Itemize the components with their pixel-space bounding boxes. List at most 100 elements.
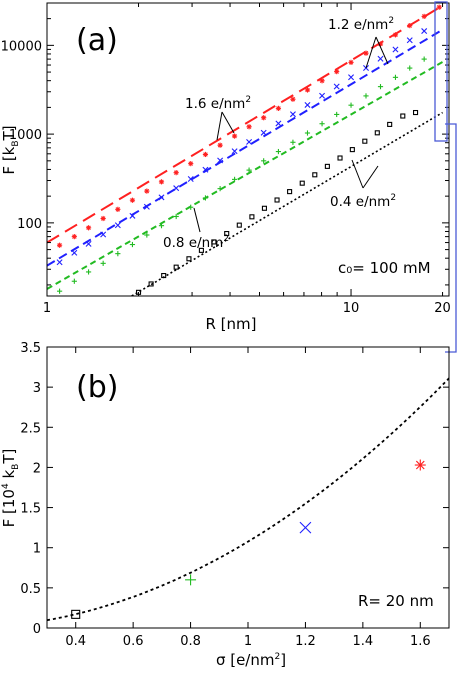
marker-sigma-1.6 bbox=[188, 161, 194, 167]
marker-sigma-1.2 bbox=[202, 166, 209, 173]
marker-sigma-0.8 bbox=[392, 74, 399, 80]
marker-sigma-0.8 bbox=[319, 121, 325, 127]
annotation-1.6-pointer bbox=[216, 111, 223, 141]
marker-sigma-1.2 bbox=[421, 28, 428, 35]
annotation-0.8-pointer bbox=[193, 207, 201, 233]
marker-sigma-1.2 bbox=[319, 92, 326, 99]
marker-sigma-0.8 bbox=[158, 223, 165, 229]
marker-sigma-0.4 bbox=[274, 197, 280, 203]
marker-sigma-1.6 bbox=[363, 50, 369, 56]
marker-sigma-0.4 bbox=[387, 121, 393, 127]
annotation-0.4: 0.4 e/nm2 bbox=[330, 193, 396, 210]
x-tick-label: 1 bbox=[244, 634, 252, 649]
marker-sigma-0.4 bbox=[412, 109, 419, 116]
marker-sigma-1.6 bbox=[115, 206, 121, 212]
marker-sigma-1.6 bbox=[261, 115, 267, 121]
marker-sigma-0.4 bbox=[362, 138, 368, 144]
marker-sigma-1.6 bbox=[246, 124, 252, 130]
x-tick-label: 0.8 bbox=[180, 634, 201, 649]
marker-sigma-1.6 bbox=[173, 170, 179, 176]
y-tick-label: 0 bbox=[33, 622, 41, 637]
marker-sigma-0.4 bbox=[249, 214, 255, 220]
annotation-1.2-pointer bbox=[375, 36, 389, 65]
marker-sigma-0.8 bbox=[334, 111, 340, 118]
x-tick-label: 1.4 bbox=[353, 634, 374, 649]
panel-b: 0.4 0.6 0.8 1 1.2 1.4 1.600.511.522.533.5 (b) … bbox=[0, 341, 450, 669]
marker-sigma-0.4 bbox=[299, 180, 305, 186]
panel-b-radius-label: R= 20 nm bbox=[358, 592, 434, 610]
marker-sigma-1.2 bbox=[392, 46, 399, 53]
y-tick-label: 10000 bbox=[1, 39, 42, 54]
zoom-box bbox=[434, 1, 448, 142]
marker-sigma-1.2 bbox=[71, 249, 78, 256]
marker-sigma-1.2 bbox=[231, 148, 238, 155]
marker-sigma-0.8 bbox=[217, 186, 223, 192]
marker-sigma-1.6 bbox=[348, 59, 354, 65]
marker-sigma-0.4 bbox=[148, 281, 154, 287]
marker-sigma-1.2 bbox=[56, 259, 63, 266]
panel-a-ylabel: F [kBT] bbox=[0, 125, 21, 174]
point-sigma-1.6 bbox=[414, 459, 426, 471]
point-sigma-0.4 bbox=[71, 609, 81, 619]
marker-sigma-0.8 bbox=[348, 102, 354, 108]
annotation-0.4-pointer bbox=[362, 165, 379, 189]
zoom-bracket bbox=[445, 123, 457, 353]
marker-sigma-0.8 bbox=[188, 204, 194, 210]
x-tick-label: 1.2 bbox=[295, 634, 316, 649]
marker-sigma-1.2 bbox=[100, 231, 107, 238]
marker-sigma-0.4 bbox=[236, 222, 242, 228]
y-tick-label: 100 bbox=[17, 217, 42, 232]
marker-sigma-1.2 bbox=[333, 83, 340, 90]
point-sigma-1.2 bbox=[299, 521, 312, 534]
marker-sigma-1.6 bbox=[231, 133, 238, 139]
marker-sigma-0.8 bbox=[407, 65, 413, 71]
marker-sigma-1.2 bbox=[129, 212, 136, 219]
marker-sigma-1.6 bbox=[202, 151, 209, 158]
marker-sigma-0.4 bbox=[211, 239, 217, 245]
fit-line-sigma-1.6 bbox=[47, 4, 444, 244]
marker-sigma-1.6 bbox=[436, 4, 442, 10]
y-tick-label: 3.5 bbox=[20, 341, 41, 356]
marker-sigma-1.6 bbox=[319, 78, 325, 84]
marker-sigma-1.2 bbox=[143, 203, 150, 210]
marker-sigma-1.2 bbox=[85, 240, 92, 247]
x-tick-label: 20 bbox=[434, 301, 451, 316]
marker-sigma-1.2 bbox=[377, 55, 384, 62]
y-tick-label: 2 bbox=[33, 461, 41, 476]
marker-sigma-0.8 bbox=[56, 288, 63, 294]
annotation-1.6: 1.6 e/nm2 bbox=[185, 95, 251, 112]
marker-sigma-1.6 bbox=[334, 69, 340, 75]
panel-a-conc-label: c₀= 100 mM bbox=[338, 259, 431, 277]
point-sigma-0.8 bbox=[185, 574, 197, 586]
marker-sigma-1.6 bbox=[217, 142, 223, 148]
marker-sigma-1.2 bbox=[406, 37, 413, 44]
fit-line-sigma-1.2 bbox=[47, 28, 444, 267]
marker-sigma-0.4 bbox=[324, 163, 330, 169]
marker-sigma-0.8 bbox=[231, 176, 238, 182]
marker-sigma-1.2 bbox=[304, 101, 311, 108]
x-tick-label: 10 bbox=[343, 301, 360, 316]
marker-sigma-1.6 bbox=[290, 96, 296, 102]
y-tick-label: 1.5 bbox=[20, 502, 41, 517]
marker-sigma-0.8 bbox=[100, 260, 106, 266]
marker-sigma-0.8 bbox=[71, 278, 77, 284]
marker-sigma-0.8 bbox=[173, 213, 179, 220]
marker-sigma-0.8 bbox=[129, 241, 136, 248]
fit-line-sigma-0.8 bbox=[47, 61, 444, 290]
marker-sigma-0.8 bbox=[304, 130, 311, 136]
marker-sigma-0.4 bbox=[287, 189, 293, 195]
panel-b-label: (b) bbox=[76, 370, 118, 405]
annotation-1.2-pointer bbox=[365, 36, 377, 69]
panel-b-ylabel: F [104 kBT] bbox=[0, 449, 21, 528]
marker-sigma-1.6 bbox=[144, 188, 150, 194]
marker-sigma-1.2 bbox=[275, 120, 282, 127]
marker-sigma-1.6 bbox=[304, 87, 311, 93]
annotation-1.6-pointer bbox=[221, 111, 235, 134]
marker-sigma-0.8 bbox=[202, 195, 209, 201]
marker-sigma-1.6 bbox=[275, 105, 282, 111]
marker-sigma-0.4 bbox=[173, 264, 179, 270]
marker-sigma-1.2 bbox=[173, 185, 180, 192]
marker-sigma-1.6 bbox=[421, 13, 427, 20]
marker-sigma-1.2 bbox=[217, 157, 224, 164]
